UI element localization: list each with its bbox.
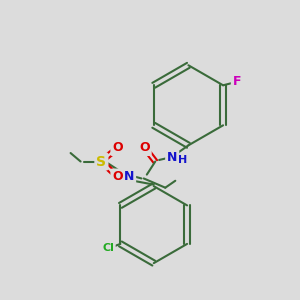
Text: Cl: Cl <box>102 243 114 253</box>
Text: H: H <box>178 155 187 165</box>
Text: O: O <box>139 141 150 154</box>
Text: N: N <box>124 169 134 183</box>
Text: O: O <box>112 141 123 154</box>
Text: S: S <box>96 154 106 169</box>
Text: N: N <box>167 151 177 164</box>
Text: O: O <box>112 170 123 183</box>
Text: F: F <box>233 75 241 88</box>
